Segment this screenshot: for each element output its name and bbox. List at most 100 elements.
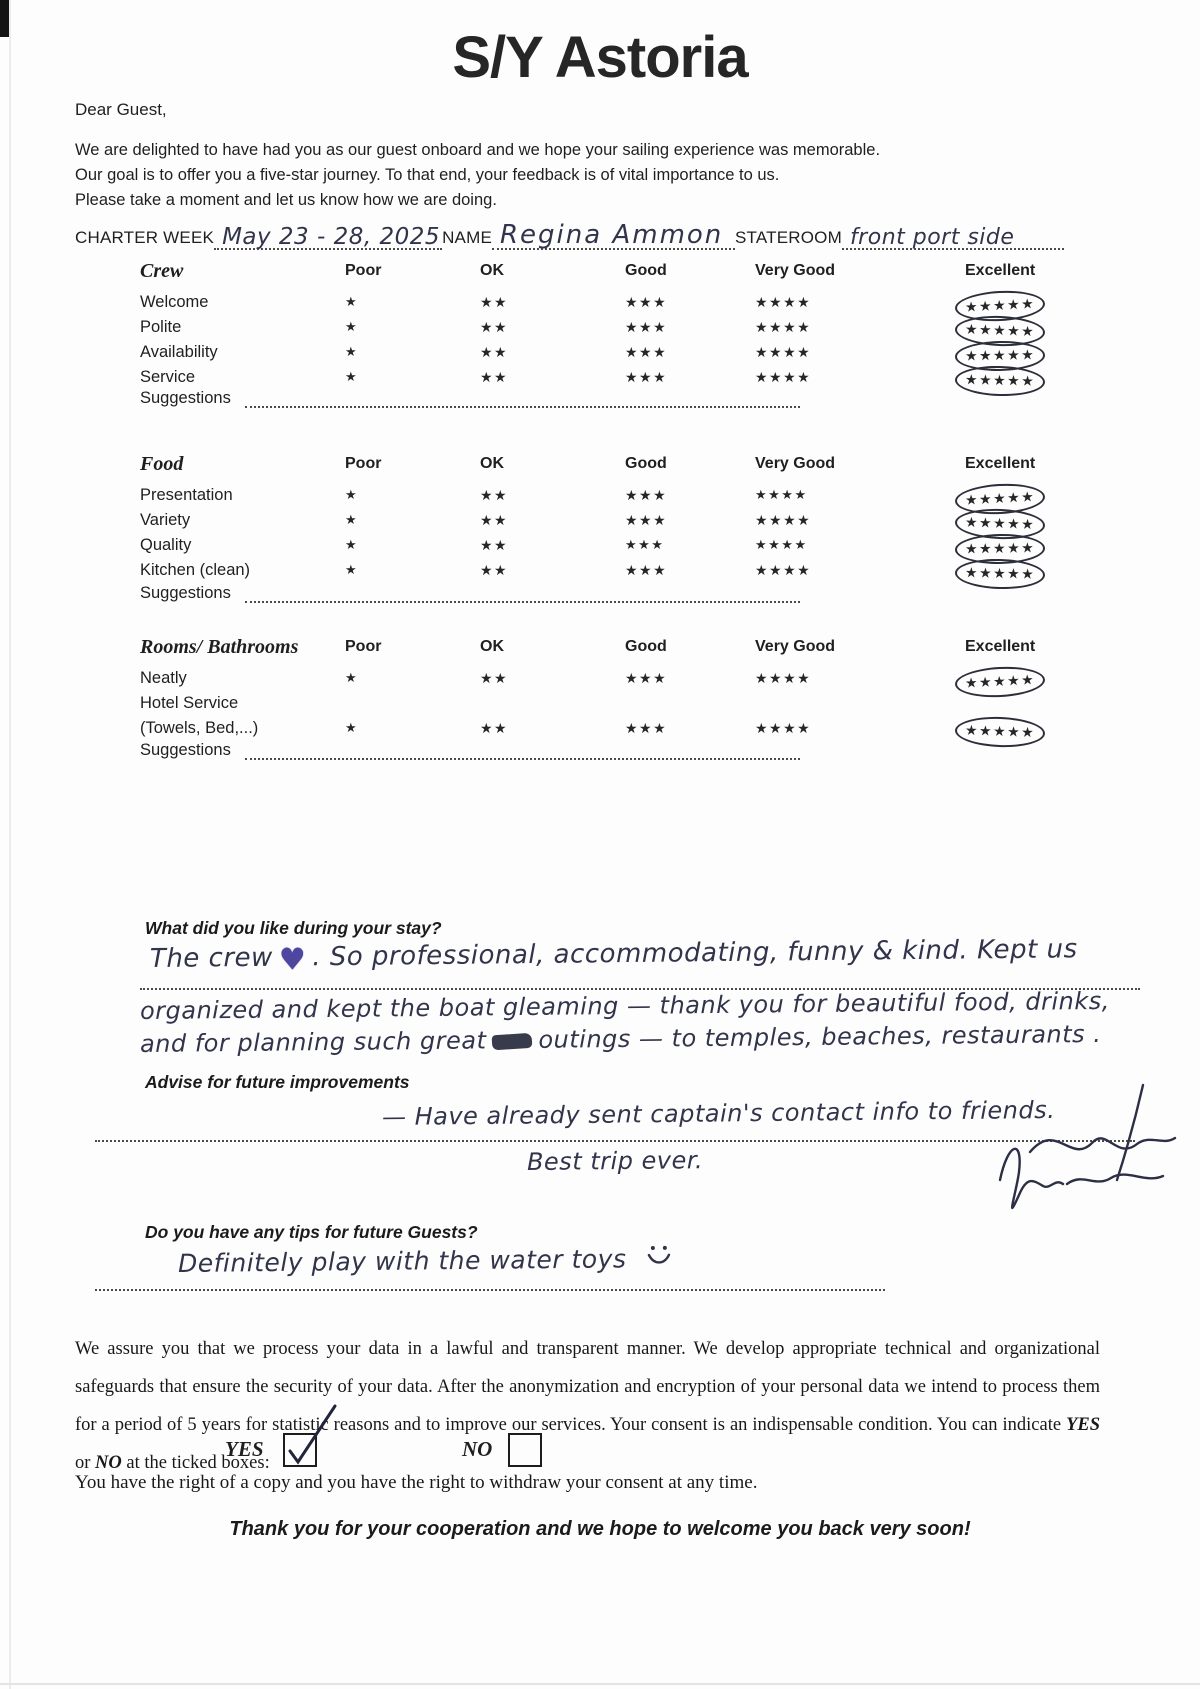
ok-stars[interactable]: ★★ — [480, 562, 509, 578]
column-header-very-good: Very Good — [755, 455, 836, 472]
excellent-stars-circled[interactable]: ★★★★★ — [954, 288, 1155, 324]
stateroom-value: front port side — [849, 225, 1015, 250]
question-tips-label: Do you have any tips for future Guests? — [145, 1222, 478, 1242]
no-checkbox[interactable] — [508, 1433, 542, 1467]
column-header-excellent: Excellent — [965, 455, 1036, 472]
row-label: Polite — [140, 318, 182, 336]
excellent-stars-circled[interactable]: ★★★★★ — [954, 533, 1155, 565]
good-stars[interactable]: ★★★ — [625, 319, 668, 335]
good-stars[interactable]: ★★★ — [625, 487, 668, 503]
name-field[interactable]: Regina Ammon — [491, 214, 735, 250]
poor-stars[interactable]: ★ — [345, 512, 359, 527]
poor-stars[interactable]: ★ — [345, 670, 359, 685]
rating-section-rooms: Rooms/ Bathrooms Poor OK Good Very Good … — [140, 636, 1155, 749]
question-stay-label: What did you like during your stay? — [145, 918, 442, 938]
name-label: NAME — [442, 228, 492, 247]
poor-stars[interactable]: ★ — [345, 319, 359, 334]
ok-stars[interactable]: ★★ — [480, 512, 509, 528]
good-stars[interactable]: ★★★ — [625, 670, 668, 686]
scan-edge-line — [9, 0, 11, 1689]
excellent-stars-circled[interactable]: ★★★★★ — [954, 507, 1155, 541]
good-stars[interactable]: ★★★ — [625, 562, 668, 578]
very-good-stars[interactable]: ★★★★ — [755, 670, 812, 686]
heart-icon: ♥ — [278, 942, 307, 978]
no-word: NO — [95, 1453, 122, 1473]
good-stars[interactable]: ★★★ — [625, 537, 665, 552]
improvements-answer-line-1: — Have already sent captain's contact in… — [381, 1095, 1056, 1131]
very-good-stars[interactable]: ★★★★ — [755, 319, 812, 335]
suggestions-line[interactable] — [244, 583, 800, 603]
rating-row: Variety ★ ★★ ★★★ ★★★★ ★★★★★ — [140, 507, 1155, 541]
column-header-very-good: Very Good — [755, 638, 836, 655]
very-good-stars[interactable]: ★★★★ — [755, 344, 812, 360]
improvements-answer-line-2: Best trip ever. — [526, 1146, 704, 1176]
yes-word: YES — [1066, 1415, 1100, 1435]
rights-note: You have the right of a copy and you hav… — [75, 1472, 758, 1493]
column-header-good: Good — [625, 455, 667, 472]
suggestions-line[interactable] — [244, 740, 800, 760]
poor-stars[interactable]: ★ — [345, 562, 359, 577]
stateroom-field[interactable]: front port side — [841, 214, 1064, 250]
intro-line: Our goal is to offer you a five-star jou… — [75, 166, 780, 184]
rating-row: Presentation ★ ★★ ★★★ ★★★★ ★★★★★ — [140, 481, 1155, 517]
ok-stars[interactable]: ★★ — [480, 344, 509, 360]
ok-stars[interactable]: ★★ — [480, 319, 509, 335]
intro-line: Please take a moment and let us know how… — [75, 191, 497, 209]
excellent-stars-circled[interactable]: ★★★★★ — [954, 715, 1155, 749]
excellent-stars-circled[interactable]: ★★★★★ — [954, 340, 1155, 372]
very-good-stars[interactable]: ★★★★ — [755, 512, 812, 528]
good-stars[interactable]: ★★★ — [625, 720, 668, 736]
ok-stars[interactable]: ★★ — [480, 537, 509, 553]
rating-section-food: Food Poor OK Good Very Good Excellent Pr… — [140, 453, 1155, 591]
excellent-stars-circled[interactable]: ★★★★★ — [954, 664, 1155, 700]
very-good-stars[interactable]: ★★★★ — [755, 487, 808, 502]
very-good-stars[interactable]: ★★★★ — [755, 369, 812, 385]
stay-answer-line[interactable] — [140, 986, 1140, 990]
ok-stars[interactable]: ★★ — [480, 487, 509, 503]
suggestions-label: Suggestions — [140, 389, 231, 407]
poor-stars[interactable]: ★ — [345, 294, 359, 309]
poor-stars[interactable]: ★ — [345, 369, 359, 384]
rating-row: Kitchen (clean) ★ ★★ ★★★ ★★★★ ★★★★★ — [140, 557, 1155, 591]
column-header-poor: Poor — [345, 455, 382, 472]
poor-stars[interactable]: ★ — [345, 344, 359, 359]
excellent-stars-circled[interactable]: ★★★★★ — [954, 557, 1155, 591]
excellent-stars-circled[interactable]: ★★★★★ — [954, 481, 1155, 517]
good-stars[interactable]: ★★★ — [625, 512, 668, 528]
ok-stars[interactable]: ★★ — [480, 369, 509, 385]
question-improvements-label: Advise for future improvements — [145, 1072, 410, 1092]
no-label: NO — [462, 1437, 493, 1461]
rooms-suggestions: Suggestions — [140, 740, 800, 760]
charter-week-field[interactable]: May 23 - 28, 2025 — [214, 214, 443, 250]
row-label: Welcome — [140, 293, 209, 311]
checkmark-icon — [288, 1404, 337, 1465]
tips-answer-line[interactable] — [95, 1287, 885, 1291]
charter-row: CHARTER WEEK May 23 - 28, 2025 NAME Regi… — [75, 214, 1155, 250]
rating-row: Welcome ★ ★★ ★★★ ★★★★ ★★★★★ — [140, 288, 1155, 324]
column-header-good: Good — [625, 262, 667, 279]
poor-stars[interactable]: ★ — [345, 487, 359, 502]
poor-stars[interactable]: ★ — [345, 537, 359, 552]
improvements-answer-line[interactable] — [95, 1138, 1135, 1142]
excellent-stars-circled[interactable]: ★★★★★ — [954, 314, 1155, 348]
yes-label: YES — [225, 1437, 264, 1461]
good-stars[interactable]: ★★★ — [625, 294, 668, 310]
very-good-stars[interactable]: ★★★★ — [755, 562, 812, 578]
very-good-stars[interactable]: ★★★★ — [755, 537, 808, 552]
stay-answer-line-3: and for planning such great outings — to … — [139, 1019, 1102, 1058]
good-stars[interactable]: ★★★ — [625, 344, 668, 360]
ok-stars[interactable]: ★★ — [480, 294, 509, 310]
section-title: Crew — [140, 260, 184, 282]
very-good-stars[interactable]: ★★★★ — [755, 294, 812, 310]
ok-stars[interactable]: ★★ — [480, 720, 509, 736]
suggestions-line[interactable] — [244, 388, 800, 408]
very-good-stars[interactable]: ★★★★ — [755, 720, 812, 736]
suggestions-label: Suggestions — [140, 741, 231, 759]
section-title: Food — [140, 453, 184, 475]
ok-stars[interactable]: ★★ — [480, 670, 509, 686]
poor-stars[interactable]: ★ — [345, 720, 359, 735]
good-stars[interactable]: ★★★ — [625, 369, 668, 385]
excellent-stars-circled[interactable]: ★★★★★ — [954, 364, 1155, 398]
privacy-paragraph: We assure you that we process your data … — [75, 1339, 1100, 1473]
column-header-good: Good — [625, 638, 667, 655]
